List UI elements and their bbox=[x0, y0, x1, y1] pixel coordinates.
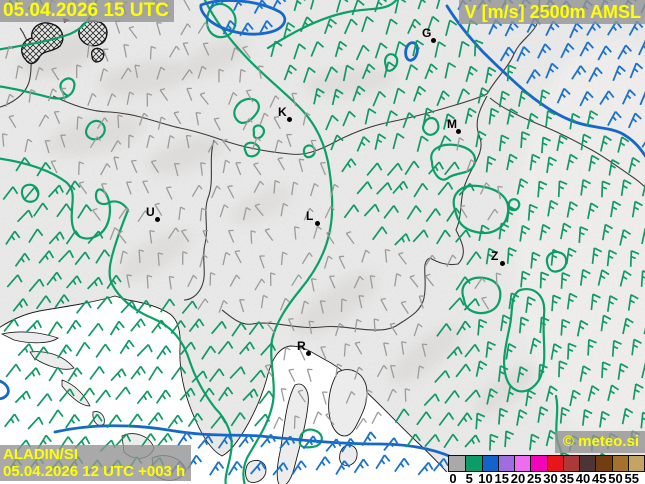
city-dot bbox=[314, 220, 320, 226]
city-label: M bbox=[447, 117, 457, 131]
scale-swatch-10 bbox=[481, 456, 498, 471]
scale-label: 35 bbox=[559, 471, 574, 484]
city-label: K bbox=[278, 105, 287, 119]
city-dot bbox=[154, 216, 160, 222]
scale-label: 25 bbox=[527, 471, 542, 484]
scale-label: 45 bbox=[592, 471, 607, 484]
scale-label: 40 bbox=[575, 471, 591, 484]
scale-label: 20 bbox=[510, 471, 526, 484]
scale-swatch-25 bbox=[530, 456, 547, 471]
scale-label: 5 bbox=[465, 471, 473, 484]
city-label: L bbox=[306, 209, 314, 223]
scale-swatch-45 bbox=[595, 456, 612, 471]
scale-swatch-0 bbox=[449, 456, 466, 471]
scale-label: 30 bbox=[543, 471, 558, 484]
wind-speed-scale-labels: 0 5 10 15 20 25 30 35 40 45 50 55 bbox=[444, 472, 645, 484]
scale-swatch-30 bbox=[546, 456, 563, 471]
scale-swatch-50 bbox=[611, 456, 628, 471]
variable-label: V [m/s] 2500m AMSL bbox=[464, 2, 641, 22]
scale-swatch-35 bbox=[562, 456, 579, 471]
scale-label: 50 bbox=[608, 471, 623, 484]
variable-bar: V [m/s] 2500m AMSL bbox=[458, 0, 645, 24]
scale-label: 15 bbox=[494, 471, 509, 484]
city-dot bbox=[286, 116, 292, 122]
credit-label: © meteo.si bbox=[562, 433, 639, 450]
scale-swatch-20 bbox=[514, 456, 531, 471]
model-name: ALADIN/SI bbox=[3, 446, 78, 463]
city-label: G bbox=[422, 26, 432, 40]
model-info-bar: ALADIN/SI 05.04.2026 12 UTC +003 h bbox=[0, 445, 192, 481]
scale-swatch-40 bbox=[579, 456, 596, 471]
scale-swatch-5 bbox=[465, 456, 482, 471]
valid-time-bar: 05.04.2026 15 UTC bbox=[0, 0, 174, 22]
credit-bar: © meteo.si bbox=[554, 431, 645, 453]
city-dot bbox=[499, 260, 505, 266]
scale-swatch-15 bbox=[497, 456, 514, 471]
valid-time-label: 05.04.2026 15 UTC bbox=[3, 0, 169, 21]
scale-label: 10 bbox=[478, 471, 493, 484]
wind-speed-color-scale bbox=[448, 455, 645, 472]
city-label: U bbox=[146, 205, 155, 219]
city-dot bbox=[430, 37, 436, 43]
scale-swatch-55 bbox=[627, 456, 644, 471]
city-dot bbox=[305, 350, 311, 356]
model-run-info: 05.04.2026 12 UTC +003 h bbox=[3, 463, 186, 480]
city-dot bbox=[455, 128, 461, 134]
kvarner-islands bbox=[245, 369, 368, 484]
city-label: R bbox=[297, 339, 306, 353]
scale-label: 55 bbox=[624, 471, 639, 484]
scale-label: 0 bbox=[449, 471, 457, 484]
city-label: Z bbox=[491, 249, 499, 263]
